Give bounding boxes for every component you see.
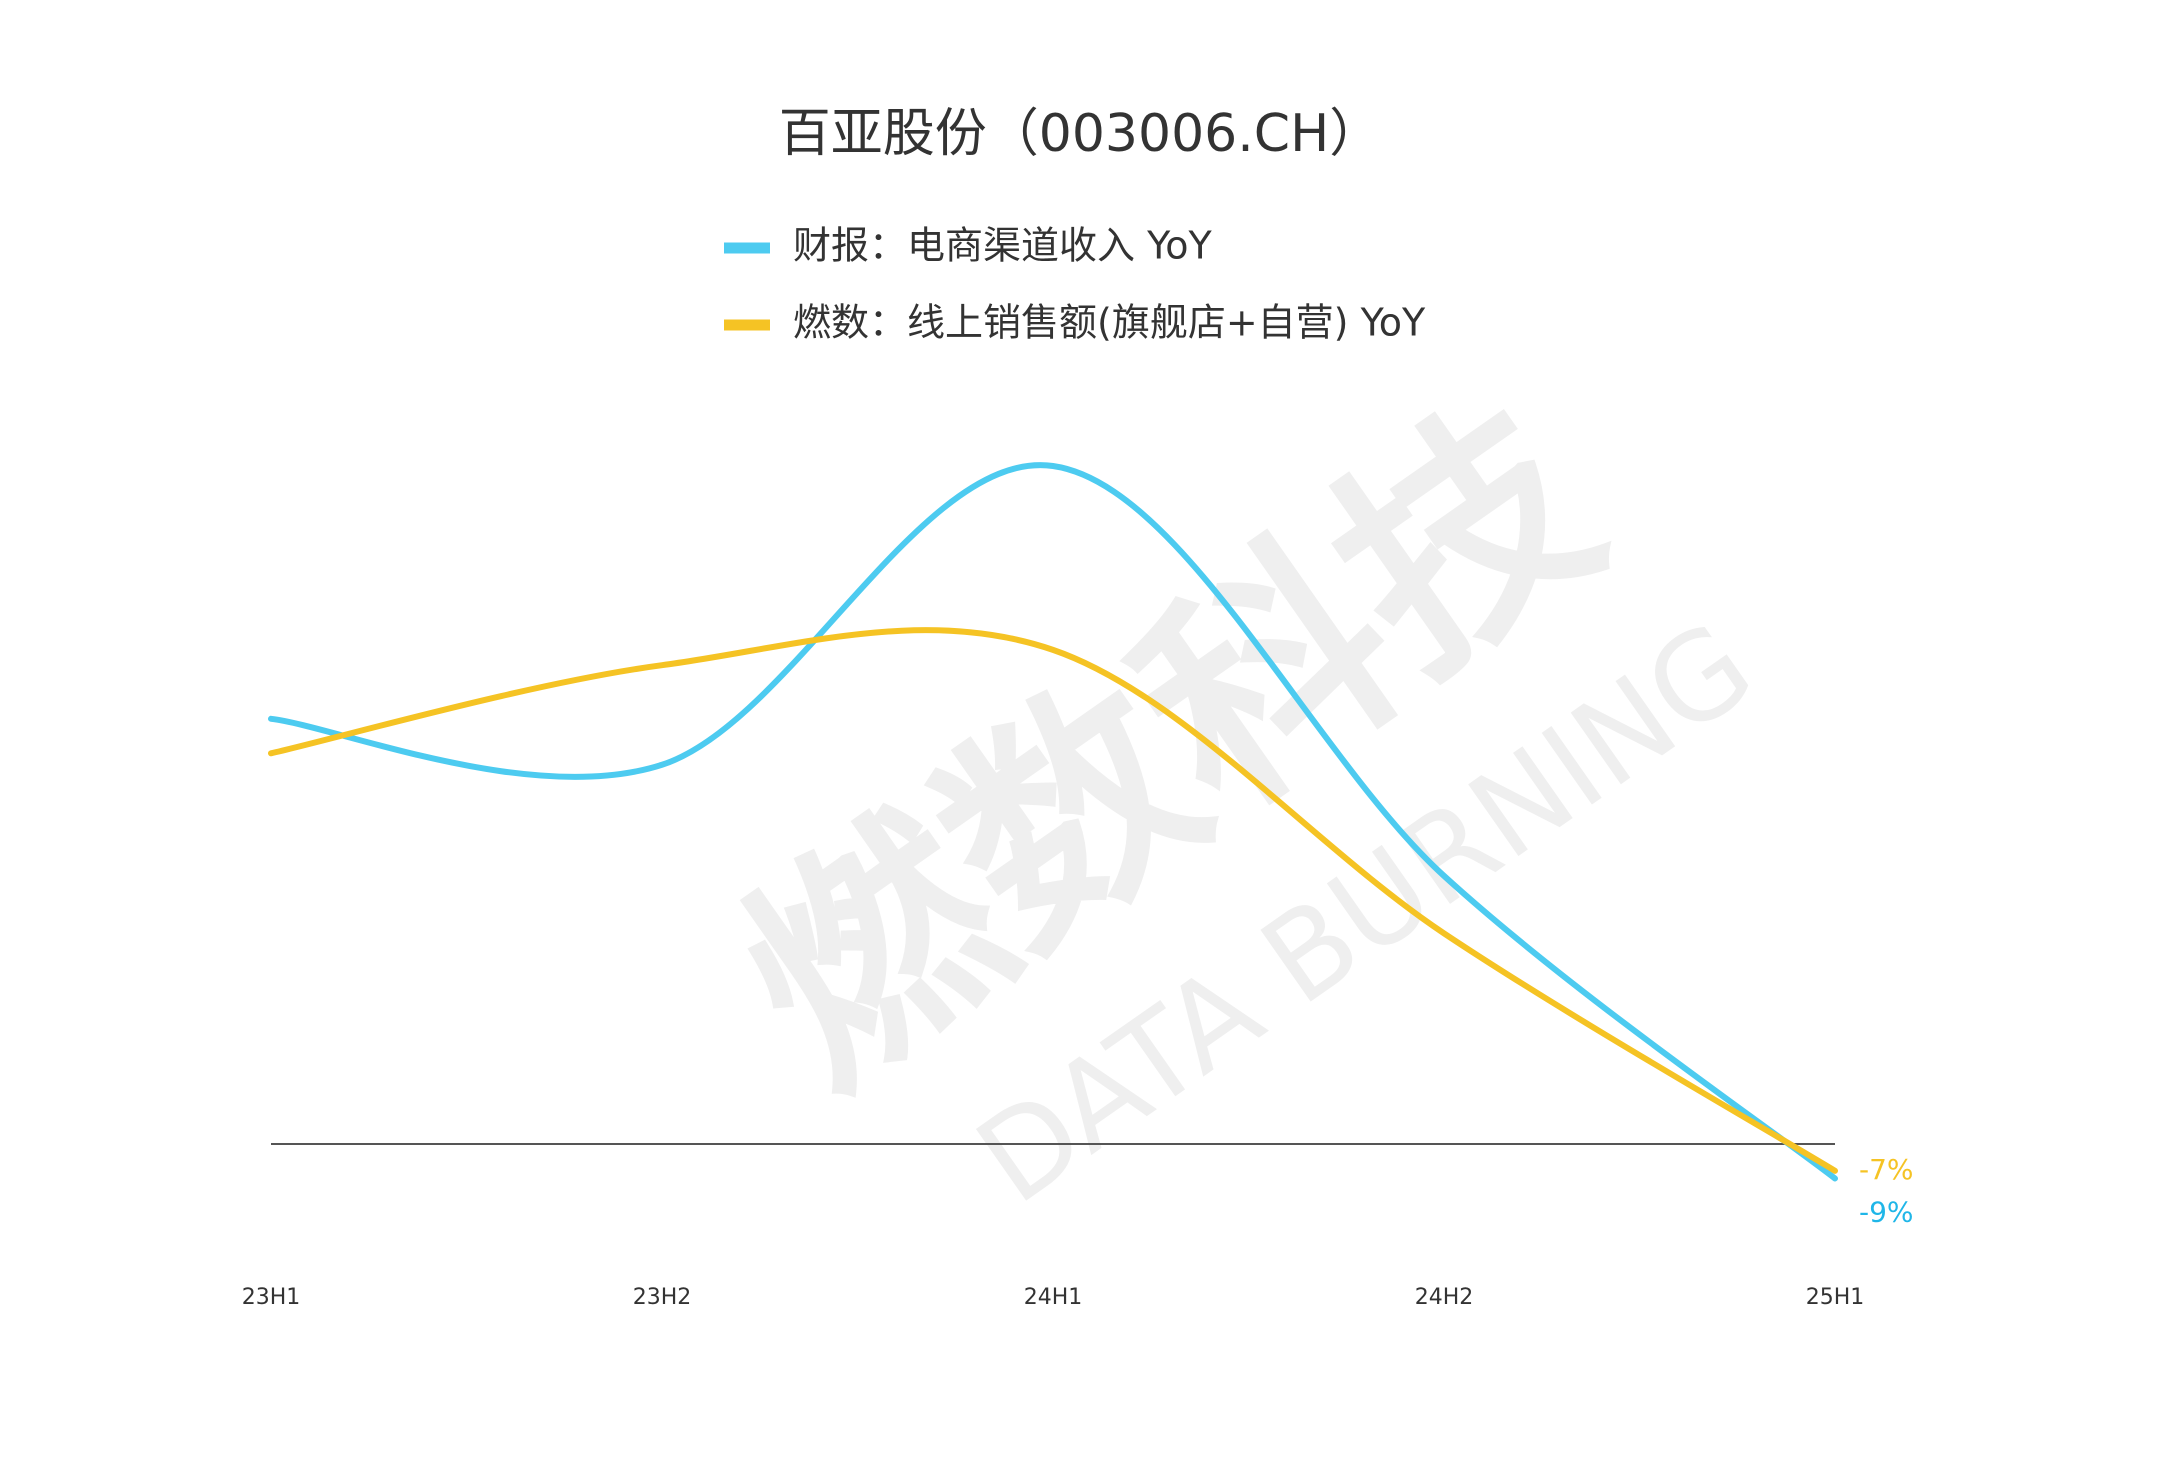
value-label: -9% bbox=[1859, 1195, 1914, 1228]
x-tick-label: 23H1 bbox=[242, 1285, 301, 1310]
x-tick-label: 24H1 bbox=[1024, 1285, 1083, 1310]
series-line bbox=[268, 627, 1838, 1174]
value-label: -7% bbox=[1859, 1153, 1914, 1186]
series-line bbox=[268, 462, 1838, 1182]
legend-label: 财报：电商渠道收入 YoY bbox=[793, 224, 1212, 268]
x-tick-label: 25H1 bbox=[1806, 1285, 1865, 1310]
watermark: 燃数科技 DATA BURNING bbox=[697, 356, 1778, 1231]
x-tick-label: 23H2 bbox=[633, 1285, 692, 1310]
x-tick-label: 24H2 bbox=[1415, 1285, 1474, 1310]
legend-label: 燃数：线上销售额(旗舰店+自营) YoY bbox=[793, 301, 1426, 345]
chart-title: 百亚股份（003006.CH） bbox=[779, 104, 1381, 164]
